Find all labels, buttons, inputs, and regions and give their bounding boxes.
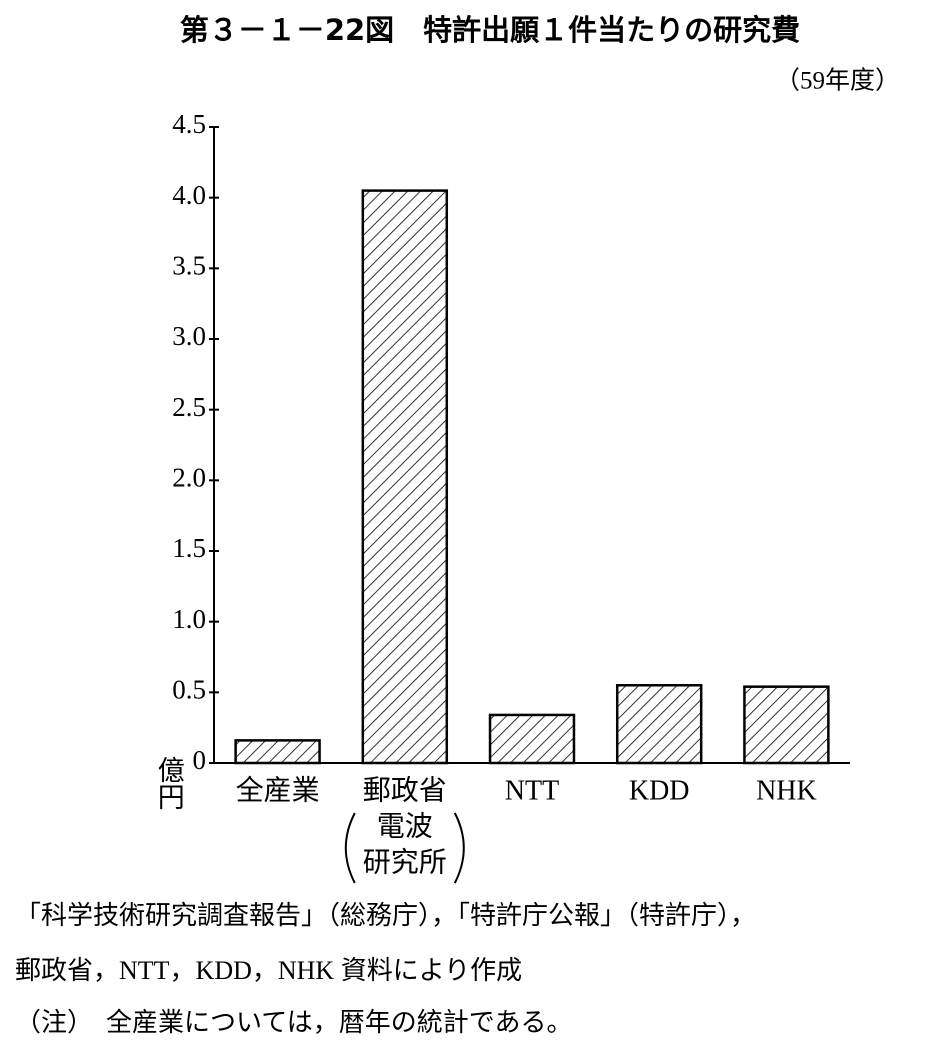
y-tick-label: 1.0 — [172, 604, 206, 634]
bar — [234, 739, 321, 765]
y-tick-label: 1.5 — [172, 533, 206, 563]
bar — [743, 685, 830, 765]
note: 郵政省，NTT，KDD，NHK 資料により作成 — [15, 956, 522, 985]
y-tick-label: 2.0 — [172, 463, 206, 493]
category-note: 電波 — [377, 810, 433, 842]
chart-title: 第３－１－22図 特許出願１件当たりの研究費 — [180, 13, 800, 47]
bar — [488, 713, 576, 765]
y-tick-label: 2.5 — [172, 392, 206, 422]
bar — [361, 189, 449, 765]
bar — [615, 684, 703, 765]
x-tick-label: NTT — [505, 775, 559, 806]
note: （注） 全産業については，暦年の統計である。 — [15, 1008, 572, 1037]
y-tick-label: 3.0 — [172, 321, 206, 351]
x-tick-label: 全産業 — [236, 774, 320, 806]
y-tick-label: 0 — [193, 745, 207, 775]
x-tick-label: NHK — [756, 775, 817, 806]
category-note: 研究所 — [363, 846, 447, 878]
y-axis-label: 億円 — [154, 756, 185, 810]
paren — [453, 812, 465, 884]
x-tick-label: KDD — [629, 775, 690, 806]
y-tick-label: 0.5 — [172, 675, 206, 705]
chart-subtitle: （59年度） — [775, 67, 900, 95]
note: 「科学技術研究調査報告」（総務庁），「特許庁公報」（特許庁）， — [15, 901, 756, 930]
x-tick-label: 郵政省 — [363, 774, 447, 806]
y-tick-label: 4.0 — [172, 180, 206, 210]
paren — [344, 812, 356, 884]
y-tick-label: 4.5 — [172, 109, 206, 139]
y-tick-label: 3.5 — [172, 251, 206, 281]
